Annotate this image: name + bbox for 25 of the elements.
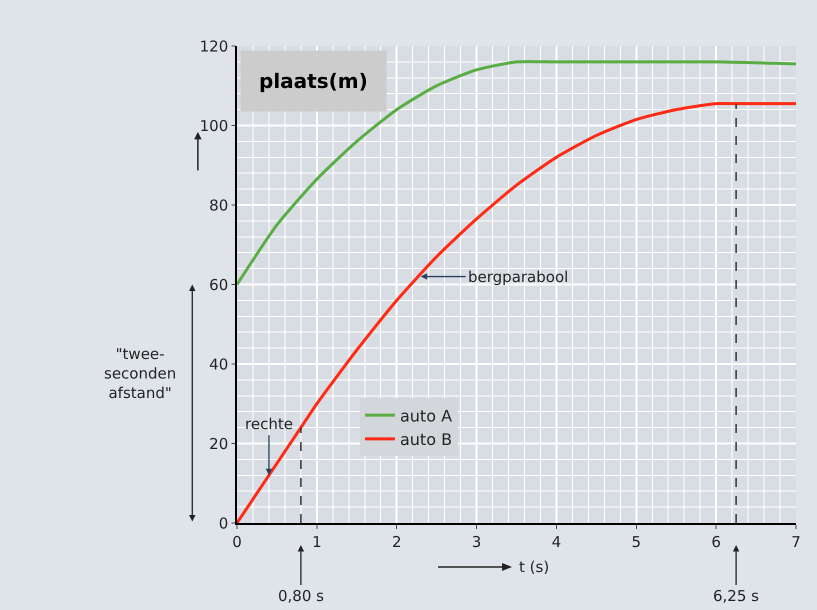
y-tick-label: 100 <box>200 116 228 135</box>
line-series <box>237 60 796 286</box>
x-tick-label: 6 <box>711 532 721 551</box>
text: 6,25 s <box>713 587 760 605</box>
annotation: bergparabool <box>468 268 568 286</box>
y-tick-label: 40 <box>209 355 228 374</box>
x-tick-label: 3 <box>472 532 482 551</box>
y-axis-title: plaats(m) <box>259 69 368 93</box>
x-tick-label: 0 <box>232 532 242 551</box>
text: 0,80 s <box>278 587 324 605</box>
x-tick-label: 5 <box>632 532 642 551</box>
y-tick-label: 60 <box>209 276 228 294</box>
y-tick-label: 80 <box>209 196 228 214</box>
x-tick-label: 2 <box>392 532 402 551</box>
x-axis-title: t (s) <box>519 558 550 576</box>
annotation: rechte <box>245 415 293 433</box>
y-tick-label: 0 <box>218 514 228 532</box>
y-tick-label: 20 <box>209 434 228 453</box>
text: "twee- seconden afstand" <box>104 345 176 402</box>
x-tick-label: 7 <box>791 532 801 551</box>
legend-label: auto A <box>400 406 452 426</box>
legend-label: auto B <box>400 430 452 450</box>
x-tick-label: 1 <box>312 532 322 551</box>
y-tick-label: 120 <box>200 37 228 56</box>
x-tick-label: 4 <box>552 532 562 551</box>
